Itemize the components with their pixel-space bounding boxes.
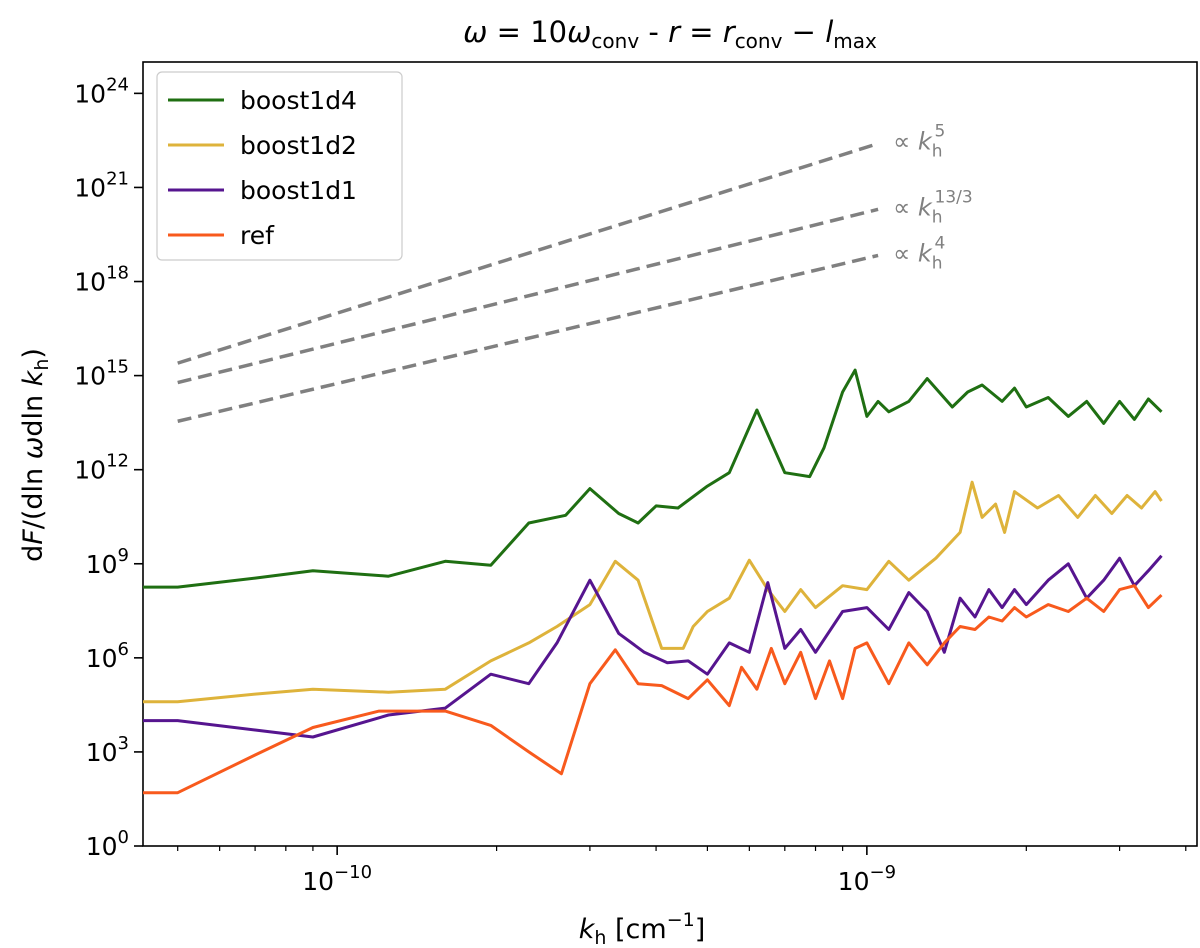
series-line-ref (143, 584, 1163, 795)
y-axis-ticks: 100 103 106 109 1012 1015 1018 1021 1024 (74, 74, 143, 861)
legend-label: boost1d4 (240, 86, 357, 115)
series-line-boost1d4 (143, 368, 1163, 589)
series-lines (143, 368, 1163, 795)
y-tick-label: 1015 (74, 357, 129, 391)
legend-label: ref (240, 221, 275, 250)
y-tick-label: 109 (86, 545, 129, 579)
legend-label: boost1d2 (240, 131, 357, 160)
series-line-boost1d2 (143, 480, 1163, 704)
legend: boost1d4 boost1d2 boost1d1 ref (156, 71, 403, 261)
x-axis-ticks: 10−10 10−9 (177, 846, 1187, 896)
x-tick-label: 10−10 (302, 862, 372, 896)
legend-frame (156, 71, 403, 261)
x-axis-label: kh [cm−1] (579, 909, 706, 948)
y-tick-label: 1012 (74, 451, 129, 485)
y-tick-label: 1024 (74, 74, 129, 108)
chart-title: ω = 10ωconv - r = rconv − lmax (463, 15, 877, 53)
x-tick-label: 10−9 (838, 862, 896, 896)
y-tick-label: 1021 (74, 168, 129, 202)
reference-line (177, 253, 879, 423)
reference-line-label: ∝ kh13/3 (893, 187, 973, 227)
y-tick-label: 100 (86, 827, 129, 861)
y-tick-label: 1018 (74, 263, 129, 297)
reference-line (177, 141, 879, 365)
reference-lines: ∝ kh5 ∝ kh13/3 ∝ kh4 (177, 122, 973, 423)
y-tick-label: 103 (86, 733, 129, 767)
reference-line (177, 207, 879, 385)
series-line-boost1d1 (143, 554, 1163, 739)
y-axis-label: dF/(dln ωdln kh) (18, 348, 53, 562)
reference-line-label: ∝ kh4 (893, 233, 945, 273)
legend-label: boost1d1 (240, 176, 357, 205)
reference-line-label: ∝ kh5 (893, 122, 945, 162)
y-tick-label: 106 (86, 639, 129, 673)
